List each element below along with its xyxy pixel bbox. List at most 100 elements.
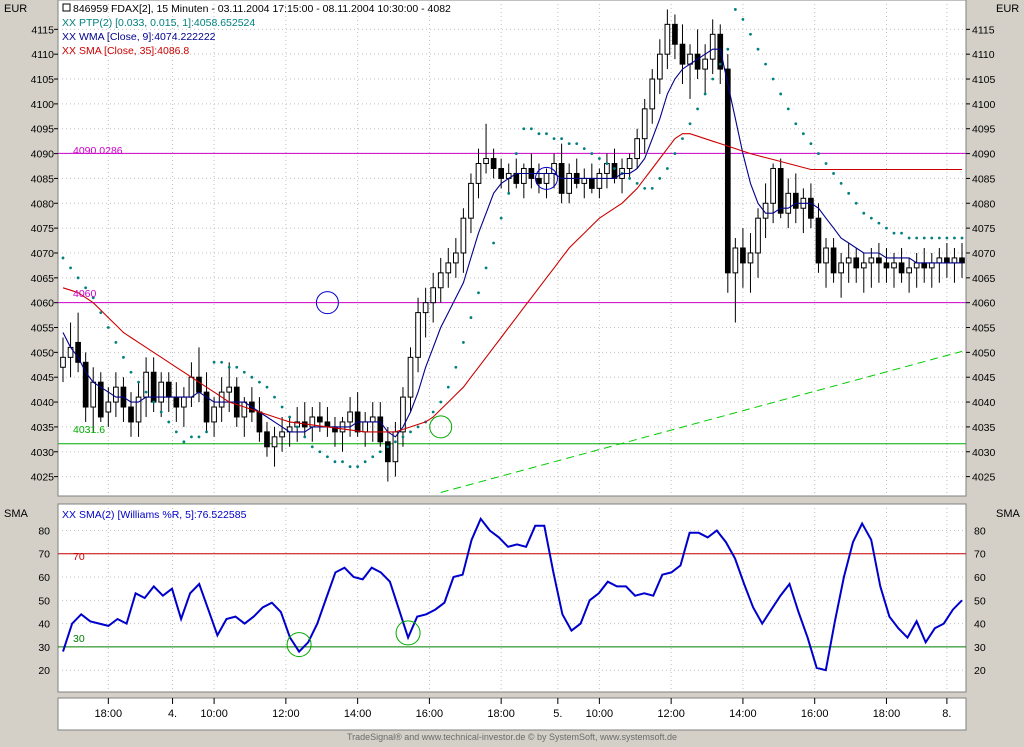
level-label-70: 70 (73, 551, 85, 563)
ptp-dot (310, 445, 314, 449)
candle-body (498, 167, 505, 179)
ptp-dot (560, 137, 564, 141)
ptp-dot (507, 191, 511, 195)
williams-line (62, 516, 963, 672)
candle-body (483, 158, 489, 165)
ptp-dot (733, 8, 737, 11)
ptp-dot (137, 380, 140, 384)
candle-body (868, 257, 875, 264)
candle-body (97, 381, 104, 418)
ptp-dot (288, 415, 292, 419)
candle-body (82, 361, 89, 408)
osc-tick-label-left: 80 (38, 525, 50, 537)
legend-sma: XX SMA [Close, 35]:4086.8 (62, 45, 189, 57)
ptp-dot (446, 385, 450, 389)
price-tick-label-right: 4115 (972, 24, 995, 36)
ptp-dot (953, 236, 956, 240)
ptp-dot (273, 395, 276, 399)
price-tick-label-right: 4105 (972, 74, 996, 86)
price-tick-label-left: 4075 (31, 223, 55, 235)
wma-line (62, 48, 962, 438)
candle-body (588, 177, 595, 189)
ptp-dot (809, 142, 813, 146)
ptp-dot (416, 425, 420, 429)
ptp-dot (741, 17, 745, 21)
price-tick-label-left: 4050 (31, 347, 55, 359)
candle-body (830, 247, 837, 274)
price-tick-label-left: 4045 (31, 372, 55, 384)
candle-body (679, 43, 686, 65)
candle-body (218, 391, 225, 408)
ptp-dot (900, 231, 903, 235)
ptp-dot (394, 440, 397, 444)
ptp-dot (122, 355, 125, 359)
candle-body (369, 416, 376, 423)
price-tick-label-right: 4045 (972, 372, 996, 384)
candle-body (815, 217, 822, 264)
ptp-dot (749, 32, 752, 36)
ptp-dot (681, 137, 684, 141)
candle-body (845, 257, 852, 264)
ptp-dot (529, 127, 533, 131)
ptp-dot (242, 370, 246, 374)
price-tick-label-left: 4105 (31, 74, 55, 86)
candle-body (90, 381, 97, 408)
price-tick-label-left: 4085 (31, 173, 55, 185)
candle-body (664, 23, 671, 55)
candle-body (724, 68, 731, 274)
candle-body (158, 381, 165, 403)
candle-body (271, 436, 278, 448)
ptp-dot (786, 107, 790, 111)
ptp-dot (635, 181, 639, 185)
ptp-dot (703, 92, 707, 96)
candle-body (898, 262, 905, 274)
chart-title: 846959 FDAX[2], 15 Minuten - 03.11.2004 … (73, 3, 451, 15)
ptp-dot (552, 137, 556, 141)
ptp-dot (431, 410, 435, 414)
horizontal-lines (58, 152, 966, 648)
ptp-dot (545, 132, 548, 136)
candle-body (226, 386, 233, 393)
ptp-dot (832, 172, 835, 175)
ptp-dot (386, 445, 390, 449)
ptp-dot (847, 191, 851, 195)
hline-label-4031: 4031.6 (73, 424, 105, 436)
osc-tick-label-left: 40 (38, 619, 50, 631)
ptp-dot (280, 405, 284, 409)
candle-body (732, 247, 739, 274)
candle-body (430, 287, 437, 304)
candle-body (460, 217, 467, 254)
candle-body (740, 247, 746, 264)
ptp-dot (794, 122, 798, 126)
candle-body (165, 381, 172, 398)
ptp-dot (190, 435, 193, 439)
candle-body (913, 262, 920, 269)
candle-body (596, 172, 603, 189)
candle-body (906, 267, 912, 274)
ptp-dot (582, 147, 586, 151)
price-tick-label-right: 4035 (972, 422, 996, 434)
ptp-dot (817, 152, 820, 155)
time-tick-label: 16:00 (801, 708, 829, 720)
ptp-dot (930, 236, 934, 240)
price-tick-label-right: 4070 (972, 248, 996, 260)
ptp-dot (613, 167, 616, 170)
candle-body (936, 257, 943, 264)
candle-body (536, 177, 542, 184)
candle-body (694, 53, 701, 70)
candle-body (634, 138, 640, 160)
candle-body (415, 312, 421, 358)
ptp-dot (469, 316, 473, 319)
ptp-dot (235, 365, 239, 369)
ptp-dot (454, 365, 458, 369)
ptp-dot (756, 47, 760, 51)
price-tick-label-right: 4075 (972, 223, 996, 235)
time-tick-label: 10:00 (586, 708, 614, 720)
ptp-dot (371, 455, 375, 459)
price-tick-label-left: 4035 (31, 422, 55, 434)
candle-body (891, 262, 897, 269)
candle-body (475, 163, 482, 184)
ptp-dot (522, 127, 526, 131)
candle-body (785, 192, 792, 214)
osc-tick-label-right: 20 (974, 665, 986, 677)
